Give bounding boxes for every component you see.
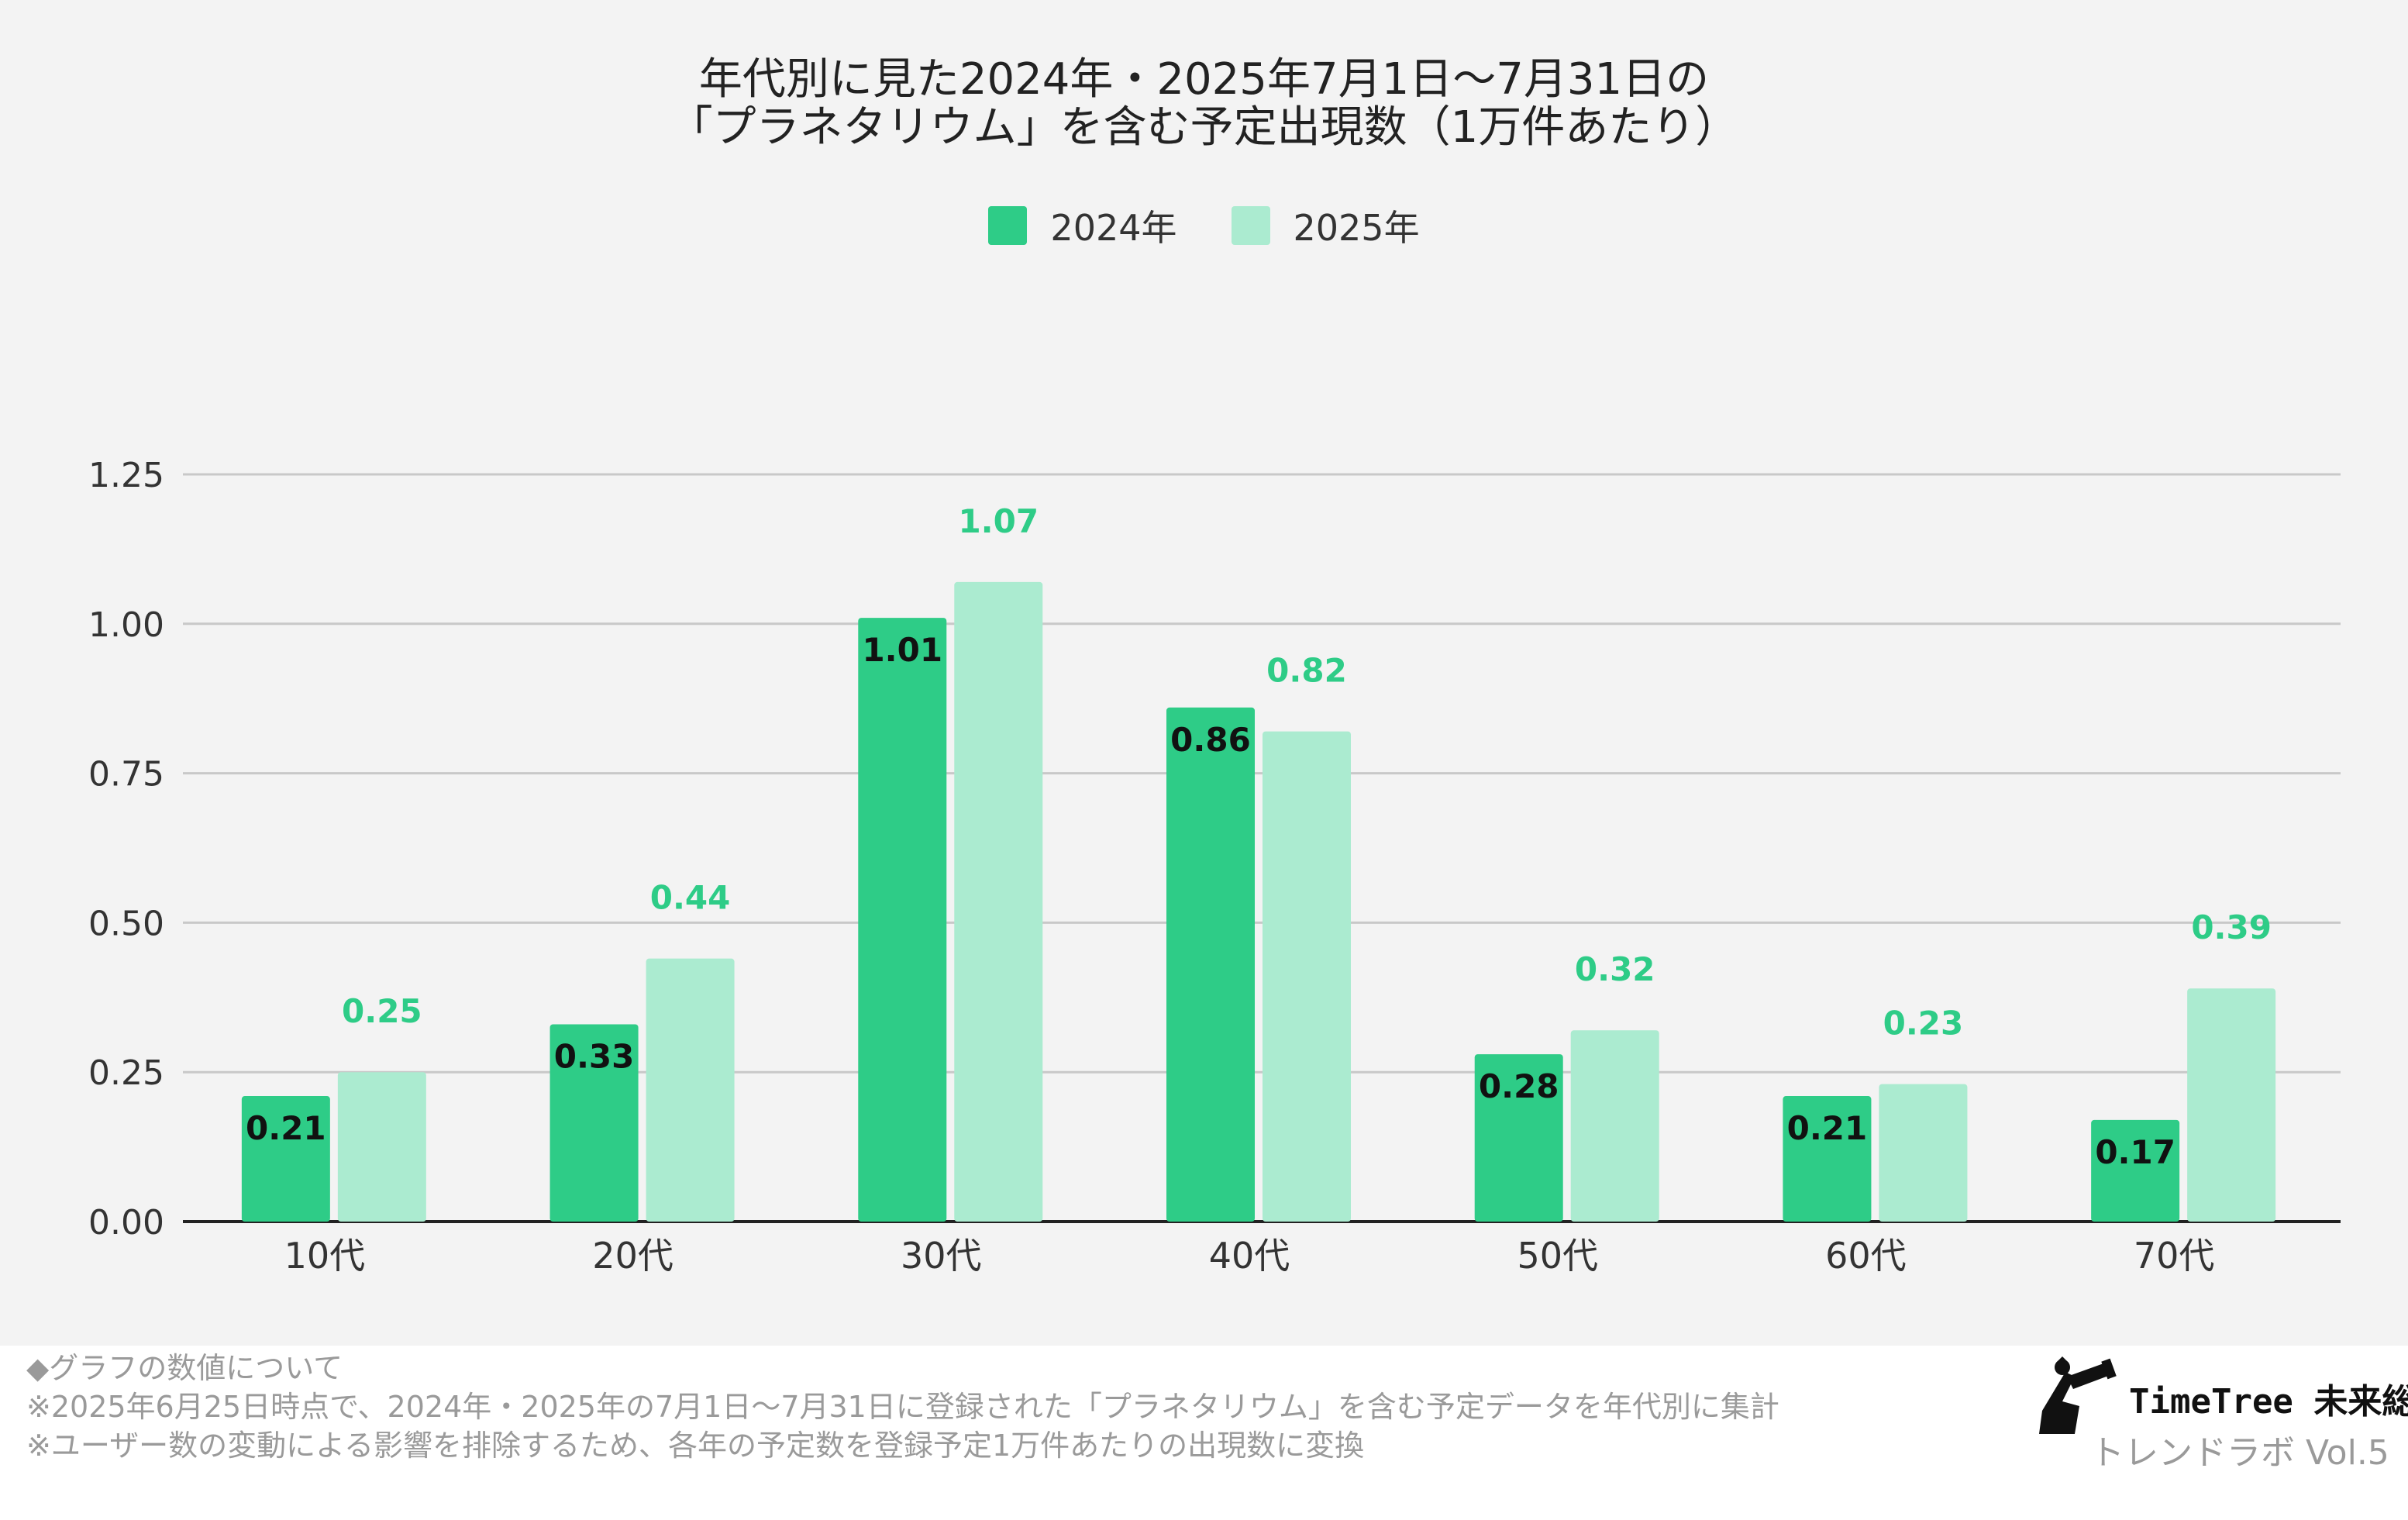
chart-title-line-1: 年代別に見た2024年・2025年7月1日〜7月31日の bbox=[698, 54, 1710, 105]
chart-panel: 年代別に見た2024年・2025年7月1日〜7月31日の 「プラネタリウム」を含… bbox=[0, 0, 2408, 1346]
data-label-2025: 0.39 bbox=[2191, 908, 2272, 946]
chart-title: 年代別に見た2024年・2025年7月1日〜7月31日の 「プラネタリウム」を含… bbox=[0, 56, 2408, 152]
telescope-logo-icon bbox=[2039, 1356, 2117, 1434]
bar-2024年 bbox=[549, 1024, 639, 1222]
bar-2025年 bbox=[646, 958, 735, 1222]
x-tick-label: 30代 bbox=[901, 1235, 982, 1277]
bar-2025年 bbox=[1879, 1084, 1968, 1222]
x-tick-label: 40代 bbox=[1209, 1235, 1290, 1277]
x-tick-label: 10代 bbox=[284, 1235, 366, 1277]
data-label-2025: 1.07 bbox=[958, 502, 1039, 540]
data-label-2025: 0.44 bbox=[650, 879, 731, 917]
bar-2025年 bbox=[2187, 988, 2276, 1222]
notes-line-1: ※2025年6月25日時点で、2024年・2025年の7月1日〜7月31日に登録… bbox=[26, 1390, 1779, 1424]
data-label-2024: 0.21 bbox=[246, 1109, 326, 1147]
bar-2024年 bbox=[1166, 707, 1255, 1222]
data-label-2025: 0.32 bbox=[1575, 950, 1655, 988]
data-label-2024: 1.01 bbox=[862, 631, 942, 669]
y-tick-label: 1.25 bbox=[88, 456, 164, 495]
brand-name: TimeTree 未来総研 bbox=[2129, 1382, 2408, 1422]
legend-swatch-2024 bbox=[988, 206, 1028, 245]
legend-item-2025: 2025年 bbox=[1231, 200, 1420, 251]
x-tick-label: 70代 bbox=[2134, 1235, 2215, 1277]
data-label-2024: 0.33 bbox=[554, 1038, 635, 1076]
x-tick-label: 50代 bbox=[1517, 1235, 1598, 1277]
chart-legend: 2024年 2025年 bbox=[0, 200, 2408, 251]
x-tick-label: 20代 bbox=[592, 1235, 673, 1277]
y-tick-label: 0.50 bbox=[88, 904, 164, 943]
x-tick-label: 60代 bbox=[1825, 1235, 1907, 1277]
legend-label-2024: 2024年 bbox=[1050, 207, 1177, 249]
bar-2024年 bbox=[1474, 1054, 1563, 1222]
y-tick-label: 0.00 bbox=[88, 1203, 164, 1243]
bar-2024年 bbox=[858, 618, 947, 1222]
data-label-2024: 0.28 bbox=[1479, 1067, 1559, 1105]
bar-2024年 bbox=[1783, 1096, 1872, 1222]
legend-swatch-2025 bbox=[1231, 206, 1270, 245]
legend-item-2024: 2024年 bbox=[988, 200, 1177, 251]
bar-2024年 bbox=[2091, 1119, 2180, 1222]
y-tick-label: 0.25 bbox=[88, 1053, 164, 1093]
chart-notes: ◆グラフの数値について ※2025年6月25日時点で、2024年・2025年の7… bbox=[26, 1349, 1779, 1465]
bar-2025年 bbox=[954, 581, 1043, 1222]
notes-heading: ◆グラフの数値について bbox=[26, 1351, 343, 1385]
data-label-2025: 0.25 bbox=[342, 992, 422, 1030]
data-label-2024: 0.21 bbox=[1787, 1109, 1868, 1147]
chart-title-line-2: 「プラネタリウム」を含む予定出現数（1万件あたり） bbox=[669, 102, 1739, 153]
chart-plot: 0.00 0.25 0.50 0.75 1.00 1.25 10代 0.21 0.25 20代 0.… bbox=[88, 456, 2341, 1277]
brand-subtitle: トレンドラボ Vol.5 bbox=[2090, 1433, 2389, 1473]
y-tick-label: 0.75 bbox=[88, 755, 164, 794]
data-label-2024: 0.86 bbox=[1170, 721, 1251, 759]
brand-block: TimeTree 未来総研 トレンドラボ Vol.5 bbox=[2028, 1356, 2408, 1480]
data-label-2025: 0.82 bbox=[1266, 652, 1347, 690]
y-tick-label: 1.00 bbox=[88, 605, 164, 645]
bar-2025年 bbox=[337, 1072, 426, 1222]
bar-2025年 bbox=[1263, 731, 1351, 1222]
bar-2024年 bbox=[241, 1096, 330, 1222]
data-label-2025: 0.23 bbox=[1883, 1005, 1964, 1043]
data-label-2024: 0.17 bbox=[2095, 1133, 2175, 1171]
notes-line-2: ※ユーザー数の変動による影響を排除するため、各年の予定数を登録予定1万件あたりの… bbox=[26, 1429, 1365, 1463]
bar-2025年 bbox=[1570, 1030, 1659, 1222]
legend-label-2025: 2025年 bbox=[1293, 207, 1420, 249]
